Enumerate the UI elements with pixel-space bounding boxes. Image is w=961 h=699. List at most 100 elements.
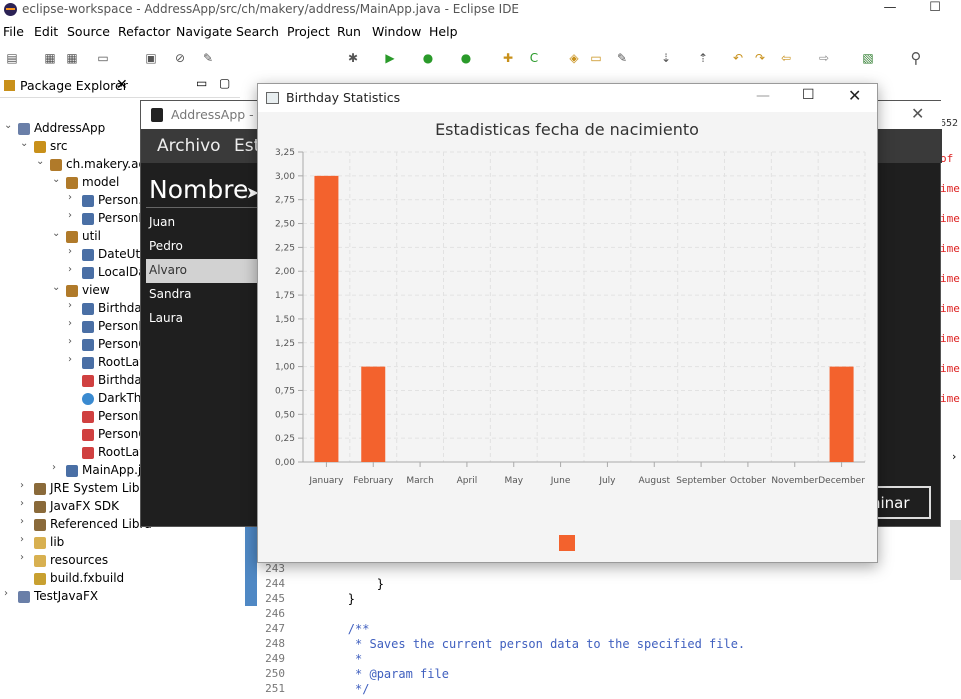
y-tick-label: 1,50 (275, 315, 295, 325)
collapse-arrow-icon[interactable]: › (68, 354, 72, 365)
menu-navigate[interactable]: Navigate (176, 24, 233, 39)
collapse-arrow-icon[interactable]: › (68, 336, 72, 347)
x-tick-label: September (676, 476, 726, 486)
open-folder-icon[interactable]: ▭ (590, 51, 602, 65)
open-perspective-icon[interactable]: ▧ (862, 51, 874, 65)
new-java-class-icon[interactable]: C (529, 51, 539, 65)
external-tools-icon[interactable]: ● (460, 51, 472, 65)
menu-project[interactable]: Project (287, 24, 330, 39)
search-icon[interactable]: ⚲ (910, 49, 922, 67)
person-row[interactable]: Sandra (149, 287, 192, 301)
java-file-icon (82, 195, 94, 207)
tree-item-label: PersonC (98, 337, 147, 351)
menu-search[interactable]: Search (236, 24, 279, 39)
x-tick-label: March (406, 476, 433, 486)
expand-arrow-icon[interactable]: ⌄ (52, 228, 61, 239)
person-row[interactable]: Laura (149, 311, 183, 325)
minimize-icon[interactable]: — (883, 0, 897, 15)
collapse-arrow-icon[interactable]: › (68, 246, 72, 257)
menu-estadisticas[interactable]: Est (234, 136, 261, 156)
expand-arrow-icon[interactable]: ⌄ (36, 156, 45, 167)
code-line[interactable]: /** (290, 622, 370, 636)
line-number: 245 (265, 592, 285, 605)
collapse-arrow-icon[interactable]: › (52, 462, 56, 473)
forward-edit-icon[interactable]: ↷ (754, 51, 766, 65)
open-type-icon[interactable]: ◈ (569, 51, 579, 65)
menu-run[interactable]: Run (337, 24, 361, 39)
collapse-arrow-icon[interactable]: › (20, 534, 24, 545)
prev-annotation-icon[interactable]: ⇡ (697, 51, 709, 65)
print-icon[interactable]: ▭ (97, 51, 109, 65)
pin-icon[interactable]: ✎ (202, 51, 214, 65)
debug-icon[interactable]: ✱ (347, 51, 359, 65)
collapse-arrow-icon[interactable]: › (68, 192, 72, 203)
package-explorer-tree: ⌄ AddressApp ⌄ src ⌄ ch.makery.ad ⌄ model › Perso… (0, 120, 245, 699)
maximize-icon[interactable]: ☐ (929, 0, 941, 15)
expand-arrow-icon[interactable]: ⌄ (20, 138, 29, 149)
person-row[interactable]: Pedro (149, 239, 183, 253)
new-java-package-icon[interactable]: ✚ (502, 51, 514, 65)
expand-arrow-icon[interactable]: ⌄ (52, 174, 61, 185)
scroll-right-arrow[interactable]: › (952, 450, 957, 463)
build-file-icon (34, 573, 46, 585)
collapse-arrow-icon[interactable]: › (4, 588, 8, 599)
run-icon[interactable]: ▶ (385, 51, 395, 65)
maximize-view-icon[interactable]: ▢ (219, 76, 231, 90)
collapse-arrow-icon[interactable]: › (20, 498, 24, 509)
minimize-icon[interactable]: — (756, 88, 770, 104)
menu-edit[interactable]: Edit (34, 24, 59, 39)
menu-archivo[interactable]: Archivo (157, 136, 221, 156)
run-config-icon[interactable]: ● (422, 51, 434, 65)
expand-arrow-icon[interactable]: ⌄ (4, 120, 13, 131)
collapse-arrow-icon[interactable]: › (20, 516, 24, 527)
forward-icon[interactable]: ⇨ (818, 51, 830, 65)
code-line[interactable]: * @param file (290, 667, 449, 681)
code-line[interactable]: } (290, 577, 384, 591)
new-icon[interactable]: ▤ (6, 51, 18, 65)
last-edit-icon[interactable]: ↶ (732, 51, 744, 65)
save-icon[interactable]: ▦ (44, 51, 56, 65)
collapse-arrow-icon[interactable]: › (20, 480, 24, 491)
close-icon[interactable]: ✕ (911, 104, 925, 123)
menu-file[interactable]: File (3, 24, 24, 39)
code-line[interactable]: } (290, 592, 356, 606)
x-tick-label: January (308, 476, 344, 486)
menu-window[interactable]: Window (372, 24, 422, 39)
menu-source[interactable]: Source (67, 24, 110, 39)
code-line[interactable]: * (290, 652, 363, 666)
tree-item-label: ch.makery.ad (66, 157, 147, 171)
expand-arrow-icon[interactable]: ⌄ (52, 282, 61, 293)
y-tick-label: 3,25 (275, 148, 295, 158)
menu-refactor[interactable]: Refactor (118, 24, 171, 39)
editor-scrollbar[interactable] (950, 520, 961, 580)
y-tick-label: 1,00 (275, 363, 295, 373)
library-icon (34, 483, 46, 495)
skip-breakpoints-icon[interactable]: ⊘ (174, 51, 186, 65)
collapse-arrow-icon[interactable]: › (68, 318, 72, 329)
address-app-title: AddressApp - fic (171, 107, 273, 122)
search-toolbar-icon[interactable]: ✎ (616, 51, 628, 65)
person-row[interactable]: Alvaro (146, 259, 258, 283)
close-icon[interactable]: ✕ (848, 86, 862, 105)
collapse-arrow-icon[interactable]: › (68, 264, 72, 275)
line-number: 247 (265, 622, 285, 635)
tree-item-label: LocalDa (98, 265, 146, 279)
y-tick-label: 3,00 (275, 172, 295, 182)
chart-title: Estadisticas fecha de nacimiento (435, 120, 699, 139)
next-annotation-icon[interactable]: ⇣ (660, 51, 672, 65)
save-all-icon[interactable]: ▦ (66, 51, 78, 65)
package-explorer-tab[interactable]: Package Explorer ✕ ▭ ▢ (0, 74, 240, 98)
menu-help[interactable]: Help (429, 24, 458, 39)
package-icon (66, 177, 78, 189)
person-row[interactable]: Juan (149, 215, 176, 229)
code-line[interactable]: */ (290, 682, 370, 696)
collapse-arrow-icon[interactable]: › (68, 300, 72, 311)
back-icon[interactable]: ⇦ (780, 51, 792, 65)
minimize-view-icon[interactable]: ▭ (196, 76, 208, 90)
console-icon[interactable]: ▣ (145, 51, 157, 65)
collapse-arrow-icon[interactable]: › (68, 210, 72, 221)
collapse-arrow-icon[interactable]: › (20, 552, 24, 563)
close-icon[interactable]: ✕ (116, 77, 128, 93)
code-line[interactable]: * Saves the current person data to the s… (290, 637, 746, 651)
maximize-icon[interactable]: ☐ (802, 87, 815, 103)
